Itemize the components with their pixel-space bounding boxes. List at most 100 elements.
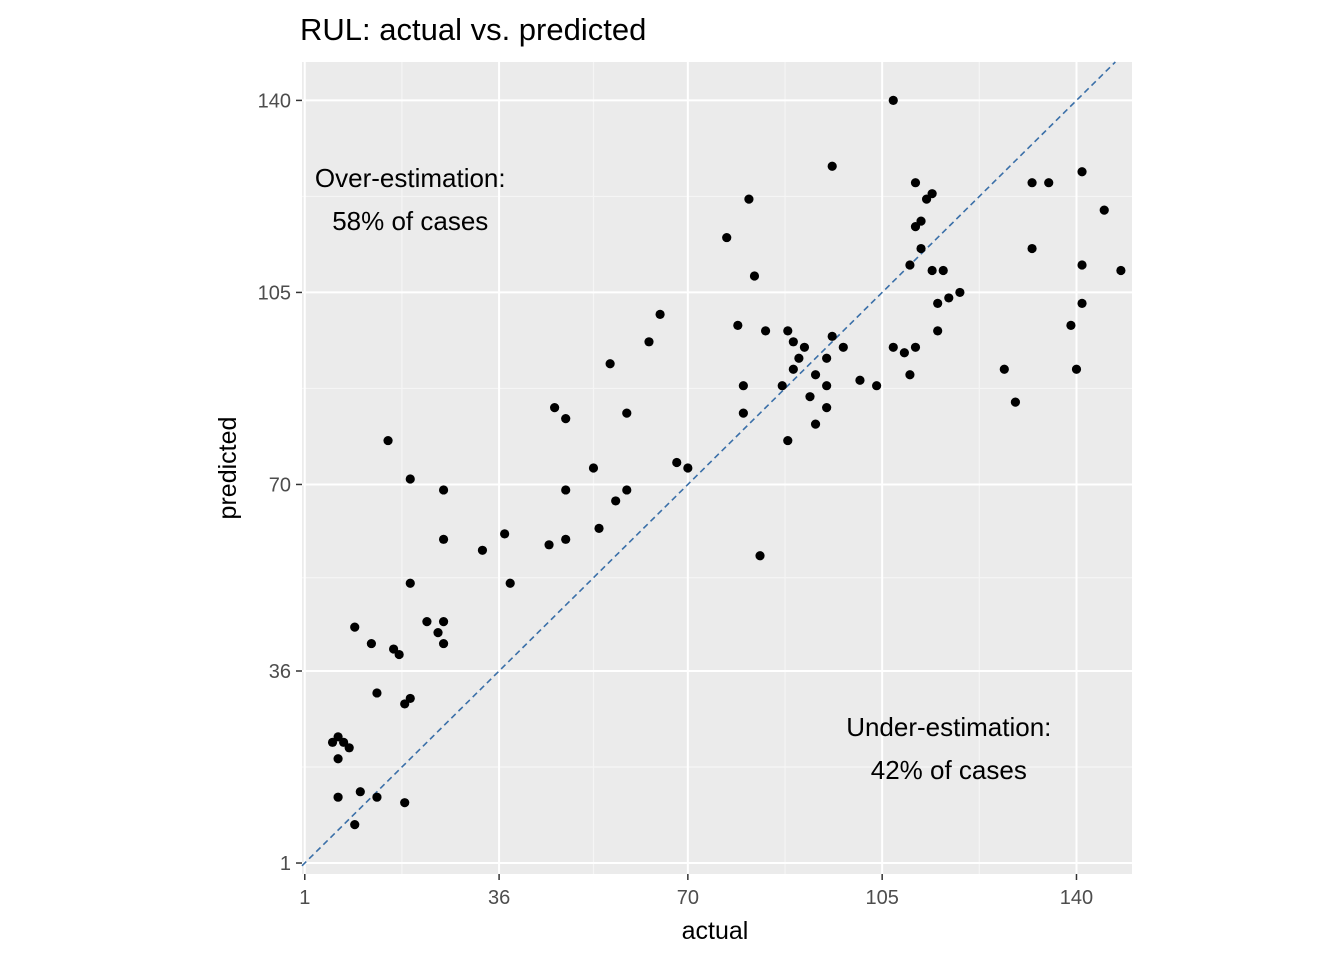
data-point	[722, 232, 732, 243]
data-point	[794, 353, 804, 363]
data-point	[810, 419, 821, 429]
data-point	[905, 260, 915, 270]
annotation-text: 58% of cases	[332, 206, 488, 236]
y-axis-title: predicted	[214, 417, 242, 520]
data-point	[1077, 298, 1087, 309]
data-point	[788, 337, 798, 347]
identity-reference-line	[301, 61, 1116, 867]
data-point	[933, 298, 943, 309]
data-point	[1066, 320, 1076, 330]
data-point	[438, 534, 449, 544]
data-point	[738, 381, 748, 391]
data-point	[366, 638, 376, 649]
x-tick-label: 36	[488, 887, 510, 909]
x-tick-label: 70	[677, 887, 699, 909]
data-point	[927, 265, 937, 276]
data-point	[822, 403, 832, 413]
annotation-text: Under-estimation:	[846, 712, 1051, 742]
data-point	[1071, 364, 1082, 374]
data-point	[910, 221, 921, 232]
data-point	[1027, 243, 1037, 254]
data-point	[872, 381, 882, 391]
data-point	[672, 457, 682, 468]
data-point	[938, 265, 948, 276]
data-point	[611, 496, 621, 506]
data-point	[594, 523, 604, 533]
data-point	[561, 534, 571, 544]
data-point	[683, 463, 693, 473]
data-point	[433, 627, 443, 638]
data-point	[622, 408, 632, 418]
data-point	[888, 95, 898, 106]
data-point	[350, 820, 360, 830]
data-point	[899, 348, 909, 358]
annotation-text: Over-estimation:	[315, 163, 506, 193]
data-point	[655, 309, 665, 319]
y-tick-label: 105	[258, 282, 291, 304]
data-point	[888, 342, 898, 352]
y-axis-ticks: 1 36 70 105 140	[258, 90, 302, 875]
data-point	[1077, 167, 1087, 177]
data-point	[550, 403, 560, 413]
data-point	[500, 529, 510, 539]
data-point	[749, 271, 760, 281]
data-point	[389, 644, 399, 654]
data-point	[544, 540, 554, 550]
data-point	[933, 326, 943, 336]
data-point	[855, 375, 865, 385]
data-point	[438, 638, 449, 649]
data-point	[372, 792, 382, 802]
data-point	[1077, 260, 1087, 270]
data-point	[822, 353, 832, 363]
data-point	[400, 699, 410, 709]
data-point	[622, 485, 632, 495]
plot-panel	[302, 62, 1132, 874]
data-point	[822, 381, 832, 391]
data-point	[1010, 397, 1021, 407]
data-point	[350, 622, 360, 632]
data-point	[422, 617, 432, 627]
data-point	[910, 178, 921, 188]
data-point	[644, 337, 654, 347]
chart-title: RUL: actual vs. predicted	[300, 12, 646, 47]
data-point	[733, 320, 743, 330]
data-point	[561, 414, 571, 424]
data-point	[1099, 205, 1109, 215]
data-point	[1116, 265, 1126, 276]
data-point	[561, 485, 571, 495]
data-point	[783, 435, 793, 446]
y-tick-label: 70	[269, 474, 291, 496]
data-point	[810, 370, 821, 380]
x-axis-title: actual	[682, 917, 749, 945]
annotation-text: 42% of cases	[871, 755, 1027, 785]
data-point	[405, 578, 415, 588]
data-point	[799, 342, 810, 352]
annotations: Over-estimation: 58% of cases Under-estima…	[315, 163, 1051, 785]
data-point	[738, 408, 748, 418]
data-point	[777, 381, 787, 391]
data-point	[955, 287, 965, 298]
x-tick-label: 105	[865, 887, 898, 909]
data-point	[788, 364, 798, 374]
data-point	[927, 189, 937, 199]
data-point	[944, 293, 954, 303]
data-point	[505, 578, 515, 588]
data-point	[477, 545, 488, 555]
data-point	[905, 370, 915, 380]
data-point	[438, 485, 449, 495]
data-point	[916, 243, 926, 254]
data-point	[1044, 178, 1054, 188]
data-point	[760, 326, 771, 336]
data-point	[588, 463, 599, 473]
data-point	[355, 787, 365, 797]
x-axis-ticks: 1 36 70 105 140	[299, 874, 1093, 909]
data-point	[400, 798, 410, 808]
data-point	[333, 754, 343, 764]
data-point	[838, 342, 848, 352]
data-point	[744, 194, 754, 204]
y-tick-label: 140	[258, 90, 291, 112]
y-tick-label: 36	[269, 661, 291, 683]
data-point	[783, 326, 793, 336]
